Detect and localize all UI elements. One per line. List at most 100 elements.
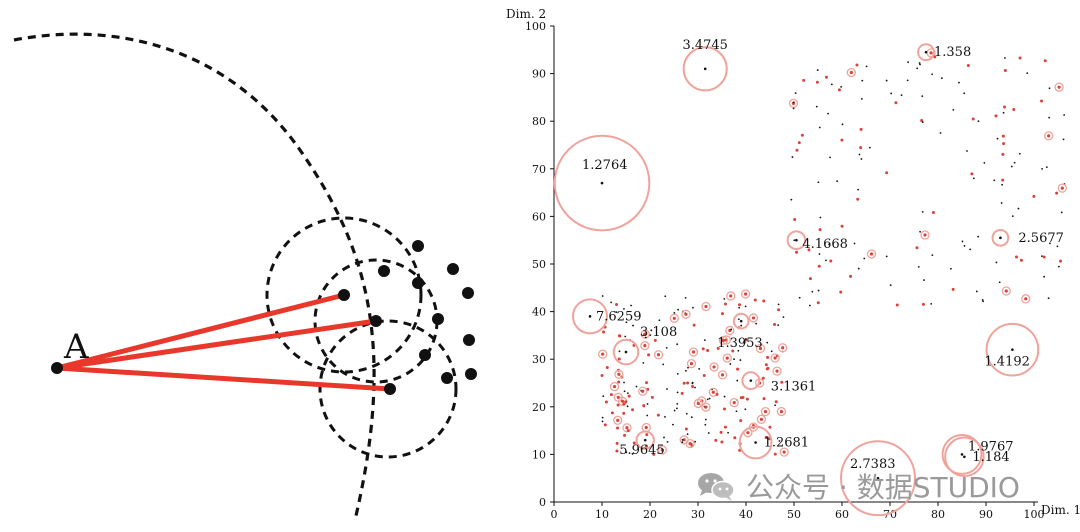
- data-point: [729, 363, 732, 365]
- red-point: [615, 302, 619, 306]
- red-point: [647, 353, 651, 357]
- data-point: [825, 259, 827, 262]
- ring-marker: [709, 362, 719, 372]
- data-point: [889, 284, 892, 287]
- red-point: [766, 366, 770, 370]
- red-point: [1024, 297, 1028, 301]
- red-point: [622, 402, 626, 406]
- red-point: [1040, 99, 1044, 103]
- red-point: [603, 423, 607, 427]
- outlier-score-label: 4.1668: [802, 237, 848, 252]
- ring-marker: [1054, 82, 1064, 92]
- data-point: [736, 379, 739, 382]
- red-point: [642, 404, 646, 408]
- outlier-score-label: 1.9767: [968, 439, 1014, 454]
- reach-line-2: [56, 318, 377, 371]
- red-point: [625, 426, 629, 430]
- data-point: [1041, 167, 1044, 170]
- red-point: [691, 385, 695, 389]
- red-point: [641, 389, 645, 393]
- red-point: [800, 133, 804, 137]
- red-point: [609, 393, 613, 397]
- red-point: [692, 323, 696, 327]
- data-point: [739, 359, 742, 361]
- red-point: [617, 372, 621, 376]
- y-tick-label: 40: [532, 306, 546, 319]
- data-point: [650, 329, 653, 332]
- data-point: [963, 245, 966, 247]
- data-point: [610, 301, 613, 304]
- red-point: [951, 287, 955, 291]
- red-point: [1043, 59, 1047, 63]
- data-point: [861, 79, 864, 82]
- outlier-point: [754, 441, 757, 444]
- point-a: [51, 362, 63, 374]
- data-point: [906, 79, 909, 82]
- y-tick-label: 80: [532, 115, 546, 128]
- data-point: [930, 302, 933, 305]
- data-point: [666, 388, 668, 390]
- data-point: [857, 267, 860, 270]
- watermark-text: 公众号 · 数据STUDIO: [746, 471, 1020, 504]
- ring-marker: [640, 329, 650, 339]
- ring-marker: [681, 309, 691, 319]
- red-point: [684, 312, 688, 316]
- red-point: [764, 435, 768, 439]
- cluster-point: [447, 263, 459, 275]
- red-point: [1012, 108, 1016, 112]
- ring-marker: [701, 301, 711, 312]
- point-a-label: A: [63, 327, 89, 367]
- red-point: [624, 400, 628, 404]
- red-point: [686, 381, 690, 385]
- data-point: [1004, 57, 1006, 59]
- data-point: [916, 67, 919, 70]
- outlier-score-circle: [738, 425, 773, 460]
- data-point: [685, 412, 688, 415]
- data-point: [818, 126, 821, 129]
- red-point: [650, 395, 654, 399]
- data-point: [694, 440, 696, 443]
- cluster-points: [51, 240, 477, 395]
- data-point: [793, 239, 796, 242]
- ring-marker: [866, 249, 877, 259]
- red-point: [766, 355, 770, 359]
- red-point: [839, 290, 843, 294]
- red-point: [849, 274, 853, 278]
- data-point: [853, 242, 856, 245]
- data-point: [975, 290, 978, 293]
- data-point: [939, 132, 942, 134]
- red-point: [738, 303, 742, 307]
- red-point: [966, 63, 970, 67]
- outlier-score-circle: [917, 43, 935, 62]
- red-point: [779, 409, 784, 414]
- outlier-score-label: 3.1361: [771, 380, 817, 395]
- data-point: [790, 198, 793, 201]
- red-point: [1001, 152, 1005, 156]
- red-point: [616, 403, 620, 407]
- data-point: [982, 300, 984, 303]
- data-point: [625, 451, 628, 454]
- x-tick-label: 40: [739, 508, 753, 521]
- red-point: [714, 438, 718, 442]
- data-point: [778, 440, 781, 442]
- data-point: [1062, 138, 1065, 141]
- red-point: [1059, 259, 1063, 263]
- ring-marker: [755, 343, 766, 354]
- red-point: [617, 380, 621, 384]
- data-point: [890, 92, 893, 95]
- cluster-point: [463, 334, 475, 346]
- ring-marker: [725, 325, 735, 336]
- outlier-point: [999, 236, 1002, 240]
- red-point: [732, 401, 736, 405]
- red-point: [617, 357, 621, 361]
- red-point: [612, 384, 617, 389]
- outlier-point: [624, 350, 628, 354]
- x-tick-label: 60: [835, 508, 849, 521]
- neighbor-point: [384, 383, 396, 395]
- data-point: [777, 324, 780, 327]
- red-point: [746, 431, 750, 435]
- data-point: [863, 257, 866, 260]
- red-point: [840, 138, 844, 142]
- data-point: [919, 63, 921, 66]
- ring-marker: [653, 350, 664, 360]
